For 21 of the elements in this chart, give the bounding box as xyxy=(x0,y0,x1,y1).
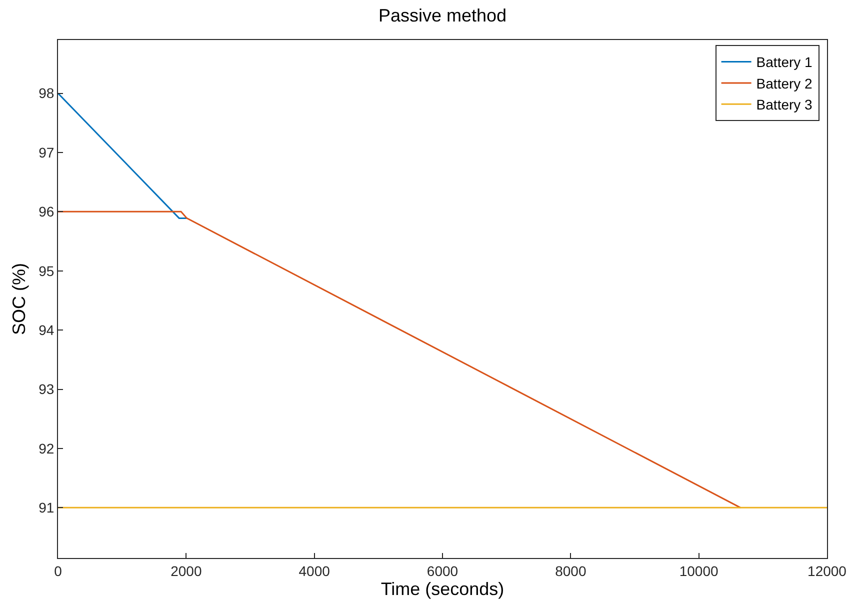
x-tick-label: 2000 xyxy=(170,562,202,579)
x-axis-title: Time (seconds) xyxy=(380,578,504,599)
x-tick-label: 6000 xyxy=(426,562,458,579)
x-tick-label: 10000 xyxy=(679,562,719,579)
y-tick-label: 96 xyxy=(38,204,54,220)
chart-title: Passive method xyxy=(378,6,507,26)
y-tick-label: 92 xyxy=(38,440,54,456)
y-tick-label: 98 xyxy=(38,85,54,102)
y-tick-label: 93 xyxy=(38,381,54,398)
legend-label: Battery 1 xyxy=(756,54,813,70)
x-tick-label: 0 xyxy=(54,562,62,579)
x-tick-label: 4000 xyxy=(298,562,330,579)
x-tick-label: 12000 xyxy=(808,562,847,579)
x-tick-label: 8000 xyxy=(555,562,586,579)
y-tick-label: 91 xyxy=(38,500,54,516)
y-axis-title: SOC (%) xyxy=(8,263,29,335)
legend-label: Battery 2 xyxy=(756,75,813,92)
y-tick-label: 94 xyxy=(38,322,54,338)
y-tick-label: 97 xyxy=(38,144,54,160)
y-tick-label: 95 xyxy=(38,262,54,279)
legend-label: Battery 3 xyxy=(756,96,813,113)
